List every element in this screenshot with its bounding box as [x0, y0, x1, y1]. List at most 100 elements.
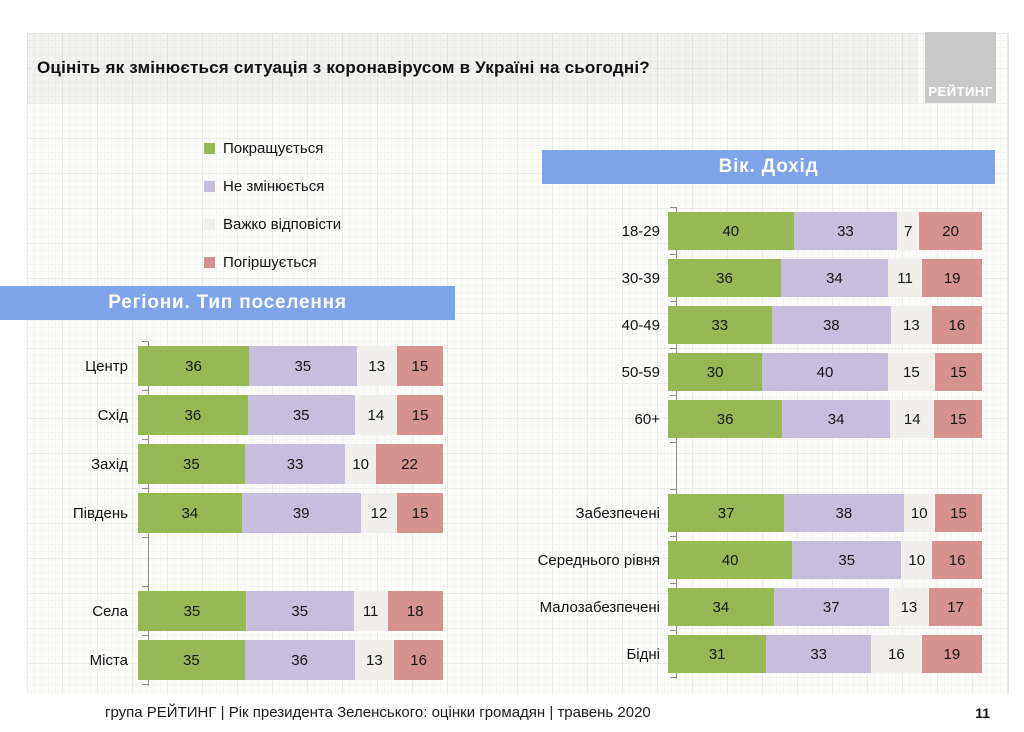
- bar-segment-hard-to-answer: 12: [360, 493, 398, 533]
- bar-segment-hard-to-answer: 11: [353, 591, 388, 631]
- bar-segment-hard-to-answer: 7: [897, 212, 920, 250]
- section-banner-regions-label: Регіони. Тип поселення: [108, 292, 347, 313]
- bar-segment-improving: 36: [668, 259, 782, 297]
- legend-item: Покращується: [204, 129, 341, 167]
- category-label: Центр: [85, 357, 128, 375]
- bar-segment-no-change: 38: [771, 306, 891, 344]
- bar-segment-worsening: 19: [921, 635, 983, 673]
- bar-segment-no-change: 35: [247, 395, 355, 435]
- bar-segment-worsening: 15: [397, 493, 443, 533]
- bar-stack: 34 39 12 15: [138, 493, 443, 533]
- bar-stack: 34 37 13 17: [668, 588, 982, 626]
- chart-row: 50-59 30 40 15 15: [496, 353, 982, 391]
- bar-stack: 40 35 10 16: [668, 541, 983, 579]
- chart-row: Захід 35 33 10 22: [30, 444, 443, 484]
- bar-stack: 36 34 11 19: [668, 259, 983, 297]
- bar-segment-worsening: 16: [394, 640, 443, 680]
- bar-segment-worsening: 17: [929, 588, 982, 626]
- legend-label: Погіршується: [223, 253, 317, 271]
- bar-segment-no-change: 34: [782, 400, 891, 438]
- legend-swatch-icon: [204, 142, 215, 154]
- bar-stack: 36 34 14 15: [668, 400, 983, 438]
- legend-label: Покращується: [223, 139, 324, 157]
- category-label: Малозабезпечені: [539, 598, 660, 616]
- legend-label: Не змінюється: [223, 177, 325, 195]
- bar-segment-no-change: 33: [244, 444, 346, 484]
- chart-row: Середнього рівня 40 35 10 16: [496, 541, 983, 579]
- bar-segment-improving: 35: [138, 640, 245, 680]
- bar-segment-worsening: 15: [934, 400, 983, 438]
- bar-segment-improving: 34: [668, 588, 774, 626]
- category-label: 30-39: [621, 269, 660, 287]
- category-label: Південь: [72, 504, 128, 522]
- bar-segment-hard-to-answer: 16: [871, 635, 922, 673]
- bar-segment-hard-to-answer: 13: [354, 640, 395, 680]
- section-banner-age-income: Вік. Дохід: [542, 150, 995, 184]
- bar-segment-hard-to-answer: 10: [903, 494, 935, 532]
- category-label: 18-29: [621, 222, 660, 240]
- bar-stack: 35 36 13 16: [138, 640, 443, 680]
- section-banner-regions: Регіони. Тип поселення: [0, 286, 455, 320]
- bar-stack: 35 33 10 22: [138, 444, 443, 484]
- bar-segment-improving: 34: [138, 493, 242, 533]
- bar-segment-hard-to-answer: 15: [887, 353, 935, 391]
- bar-segment-no-change: 36: [244, 640, 355, 680]
- bar-segment-no-change: 33: [793, 212, 898, 250]
- bar-segment-hard-to-answer: 13: [356, 346, 397, 386]
- legend-label: Важко відповісти: [223, 215, 342, 233]
- bar-segment-worsening: 16: [932, 541, 983, 579]
- bar-segment-improving: 33: [668, 306, 772, 344]
- bar-segment-worsening: 15: [934, 494, 982, 532]
- chart-row: Південь 34 39 12 15: [30, 493, 443, 533]
- bar-segment-improving: 40: [668, 541, 793, 579]
- bar-segment-improving: 36: [138, 346, 249, 386]
- bar-stack: 37 38 10 15: [668, 494, 982, 532]
- bar-segment-no-change: 37: [773, 588, 889, 626]
- bar-segment-no-change: 34: [781, 259, 888, 297]
- category-label: Забезпечені: [575, 504, 660, 522]
- bar-segment-worsening: 20: [919, 212, 982, 250]
- bar-segment-worsening: 19: [922, 259, 983, 297]
- category-label: Захід: [91, 455, 128, 473]
- bar-segment-worsening: 22: [375, 444, 443, 484]
- bar-segment-no-change: 35: [792, 541, 902, 579]
- chart-row: Забезпечені 37 38 10 15: [496, 494, 982, 532]
- bar-stack: 35 35 11 18: [138, 591, 443, 631]
- chart-row: Бідні 31 33 16 19: [496, 635, 983, 673]
- chart-regions: Центр 36 35 13 15 Схід 36 35 14 15 Захід 35 33 10 22 Пі…: [30, 346, 443, 689]
- bar-stack: 33 38 13 16: [668, 306, 982, 344]
- bar-segment-hard-to-answer: 13: [890, 306, 932, 344]
- chart-row: Схід 36 35 14 15: [30, 395, 443, 435]
- logo-text: РЕЙТИНГ: [928, 84, 993, 99]
- chart-row: Міста 35 36 13 16: [30, 640, 443, 680]
- bar-segment-hard-to-answer: 10: [345, 444, 376, 484]
- chart-row: 30-39 36 34 11 19: [496, 259, 983, 297]
- chart-row: Центр 36 35 13 15: [30, 346, 443, 386]
- bar-stack: 40 33 7 20: [668, 212, 982, 250]
- bar-segment-worsening: 18: [387, 591, 443, 631]
- chart-row: 60+ 36 34 14 15: [496, 400, 983, 438]
- bar-segment-hard-to-answer: 14: [354, 395, 398, 435]
- bar-segment-improving: 31: [668, 635, 767, 673]
- legend-item: Погіршується: [204, 243, 341, 281]
- chart-row: 40-49 33 38 13 16: [496, 306, 982, 344]
- chart-row: Села 35 35 11 18: [30, 591, 443, 631]
- bar-stack: 36 35 14 15: [138, 395, 443, 435]
- page-number: 11: [975, 705, 990, 721]
- chart-age-income: 18-29 40 33 7 20 30-39 36 34 11 19 40-49 33 38 13 16 50…: [496, 212, 983, 682]
- bar-segment-improving: 30: [668, 353, 763, 391]
- bar-segment-improving: 40: [668, 212, 794, 250]
- bar-segment-worsening: 15: [934, 353, 982, 391]
- bar-segment-improving: 36: [138, 395, 248, 435]
- bar-segment-hard-to-answer: 13: [888, 588, 930, 626]
- bar-segment-worsening: 15: [396, 346, 443, 386]
- bar-segment-hard-to-answer: 10: [901, 541, 933, 579]
- bar-segment-no-change: 35: [245, 591, 354, 631]
- bar-segment-improving: 35: [138, 591, 246, 631]
- axis-line-right: [676, 207, 677, 679]
- bar-segment-no-change: 38: [784, 494, 904, 532]
- bar-stack: 31 33 16 19: [668, 635, 983, 673]
- category-label: 40-49: [621, 316, 660, 334]
- bar-segment-hard-to-answer: 11: [887, 259, 923, 297]
